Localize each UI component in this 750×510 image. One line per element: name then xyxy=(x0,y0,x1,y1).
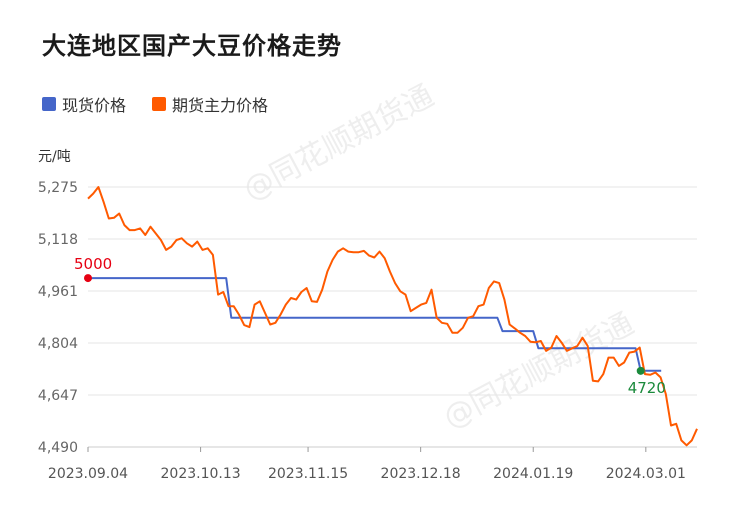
chart-title: 大连地区国产大豆价格走势 xyxy=(42,32,342,60)
end-point-label: 4720 xyxy=(628,379,666,397)
y-axis-unit-label: 元/吨 xyxy=(38,149,71,165)
end-point-marker xyxy=(636,366,645,375)
x-tick-label: 2024.01.19 xyxy=(493,466,573,482)
x-tick-label: 2023.09.04 xyxy=(48,466,128,482)
legend-swatch-spot xyxy=(42,97,56,111)
x-tick-label: 2024.03.01 xyxy=(606,466,686,482)
y-tick-label: 4,647 xyxy=(38,388,78,404)
start-point-label: 5000 xyxy=(74,255,112,273)
series-line-spot xyxy=(88,277,662,372)
legend-label-spot: 现货价格 xyxy=(62,96,127,115)
legend: 现货价格 期货主力价格 xyxy=(42,92,294,116)
x-tick-label: 2023.10.13 xyxy=(161,466,241,482)
x-tick-label: 2023.11.15 xyxy=(268,466,348,482)
legend-item-spot[interactable]: 现货价格 xyxy=(42,92,126,116)
y-tick-label: 4,804 xyxy=(38,336,78,352)
y-tick-label: 5,118 xyxy=(38,232,78,248)
start-point-marker xyxy=(84,274,92,283)
legend-item-futures[interactable]: 期货主力价格 xyxy=(152,92,268,116)
series-line-futures xyxy=(87,186,698,447)
x-tick-label: 2023.12.18 xyxy=(381,466,461,482)
legend-label-futures: 期货主力价格 xyxy=(172,96,269,115)
y-tick-label: 5,275 xyxy=(38,180,78,196)
y-tick-label: 4,961 xyxy=(38,284,78,300)
y-tick-label: 4,490 xyxy=(38,440,78,456)
legend-swatch-futures xyxy=(152,97,167,111)
